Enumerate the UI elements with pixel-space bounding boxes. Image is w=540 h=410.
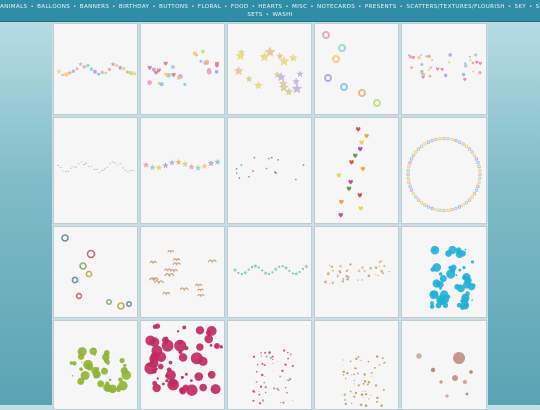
scatter-thumb-pink-splatter-image <box>144 323 223 396</box>
scatter-thumb-buttons-donuts[interactable] <box>314 23 399 115</box>
nav-item-buttons[interactable]: BUTTONS <box>159 4 189 10</box>
scatter-thumb-pink-splatter[interactable] <box>140 320 225 410</box>
scatter-thumb-green-splatter-image <box>69 347 132 394</box>
scatter-thumb-blue-splatter-image <box>429 245 476 310</box>
scatter-thumb-glitter-stars[interactable] <box>227 23 312 115</box>
nav-separator: • <box>310 4 314 10</box>
nav-item-balloons[interactable]: BALLOONS <box>37 4 71 10</box>
nav-separator: • <box>399 4 404 10</box>
scatter-thumb-gold-speckle[interactable] <box>314 320 399 410</box>
nav-separator: • <box>73 4 77 10</box>
scatter-thumb-confetti-hearts-image <box>407 53 483 82</box>
scatter-thumb-hearts-flowers[interactable] <box>140 23 225 115</box>
nav-item-washi[interactable]: WASHI <box>272 12 293 18</box>
nav-item-scatters-textures-flourish[interactable]: SCATTERS/TEXTURES/FLOURISH <box>406 4 505 10</box>
nav-separator: • <box>152 4 156 10</box>
top-navigation-bar: ANIMALS • BALLOONS • BANNERS • BIRTHDAY • BUTTON… <box>0 0 540 22</box>
scatter-gallery-grid <box>52 22 488 410</box>
scatter-thumb-hearts-flowers-image <box>147 49 220 87</box>
nav-separator: • <box>285 4 289 10</box>
scatter-thumb-birds-image <box>148 249 217 298</box>
nav-item-notecards[interactable]: NOTECARDS <box>317 4 356 10</box>
scatter-thumb-sprinkles[interactable] <box>53 117 138 224</box>
nav-item-sky[interactable]: SKY <box>514 4 527 10</box>
scatter-thumb-flower-stars[interactable] <box>140 117 225 224</box>
scatter-thumb-hearts[interactable] <box>314 117 399 224</box>
nav-separator: • <box>265 12 270 18</box>
scatter-thumb-pink-circles[interactable] <box>401 320 487 410</box>
scatter-thumb-birds[interactable] <box>140 226 225 318</box>
scatter-thumb-tiny-dots-image <box>235 156 305 181</box>
scatter-thumb-teal-stars-image <box>232 263 309 276</box>
scatter-thumb-gold-speckle-image <box>342 355 386 407</box>
nav-separator: • <box>529 4 533 10</box>
scatter-thumb-red-speckle[interactable] <box>227 320 312 410</box>
scatter-thumb-pink-circles-image <box>416 352 473 398</box>
scatter-thumb-stars-pastel-image <box>56 61 138 77</box>
nav-item-floral[interactable]: FLORAL <box>197 4 222 10</box>
scatter-thumb-dot-wreath[interactable] <box>401 117 487 224</box>
nav-item-hearts[interactable]: HEARTS <box>258 4 283 10</box>
scatter-thumb-blue-splatter[interactable] <box>401 226 487 318</box>
scatter-thumb-red-speckle-image <box>252 349 294 405</box>
scatter-thumb-glitter-trail[interactable] <box>314 226 399 318</box>
scatter-thumb-green-splatter[interactable] <box>53 320 138 410</box>
scatter-thumb-tiny-dots[interactable] <box>227 117 312 224</box>
nav-separator: • <box>358 4 362 10</box>
nav-separator: • <box>224 4 228 10</box>
nav-item-presents[interactable]: PRESENTS <box>364 4 397 10</box>
scatter-thumb-buttons-image <box>61 234 133 310</box>
nav-separator: • <box>30 4 35 10</box>
nav-separator: • <box>191 4 195 10</box>
scatter-thumb-glitter-stars-image <box>233 46 304 96</box>
scatter-thumb-hearts-image <box>336 127 369 218</box>
scatter-thumb-dot-wreath-image <box>406 136 482 213</box>
scatter-thumb-sprinkles-image <box>57 160 135 174</box>
nav-item-food[interactable]: FOOD <box>230 4 249 10</box>
scatter-thumb-stars-pastel[interactable] <box>53 23 138 115</box>
scatter-thumb-teal-stars[interactable] <box>227 226 312 318</box>
nav-separator: • <box>251 4 256 10</box>
nav-item-sticker-sets[interactable]: STICKER SETS <box>247 4 540 18</box>
scatter-thumb-glitter-trail-image <box>324 259 390 285</box>
nav-separator: • <box>507 4 512 10</box>
scatter-thumb-flower-stars-image <box>142 158 221 171</box>
nav-item-banners[interactable]: BANNERS <box>79 4 110 10</box>
scatter-thumb-buttons-donuts-image <box>322 31 381 107</box>
nav-separator: • <box>112 4 116 10</box>
nav-item-animals[interactable]: ANIMALS <box>0 4 28 10</box>
scatter-thumb-confetti-hearts[interactable] <box>401 23 487 115</box>
nav-item-misc[interactable]: MISC <box>292 4 308 10</box>
nav-item-birthday[interactable]: BIRTHDAY <box>118 4 150 10</box>
scatter-thumb-buttons[interactable] <box>53 226 138 318</box>
